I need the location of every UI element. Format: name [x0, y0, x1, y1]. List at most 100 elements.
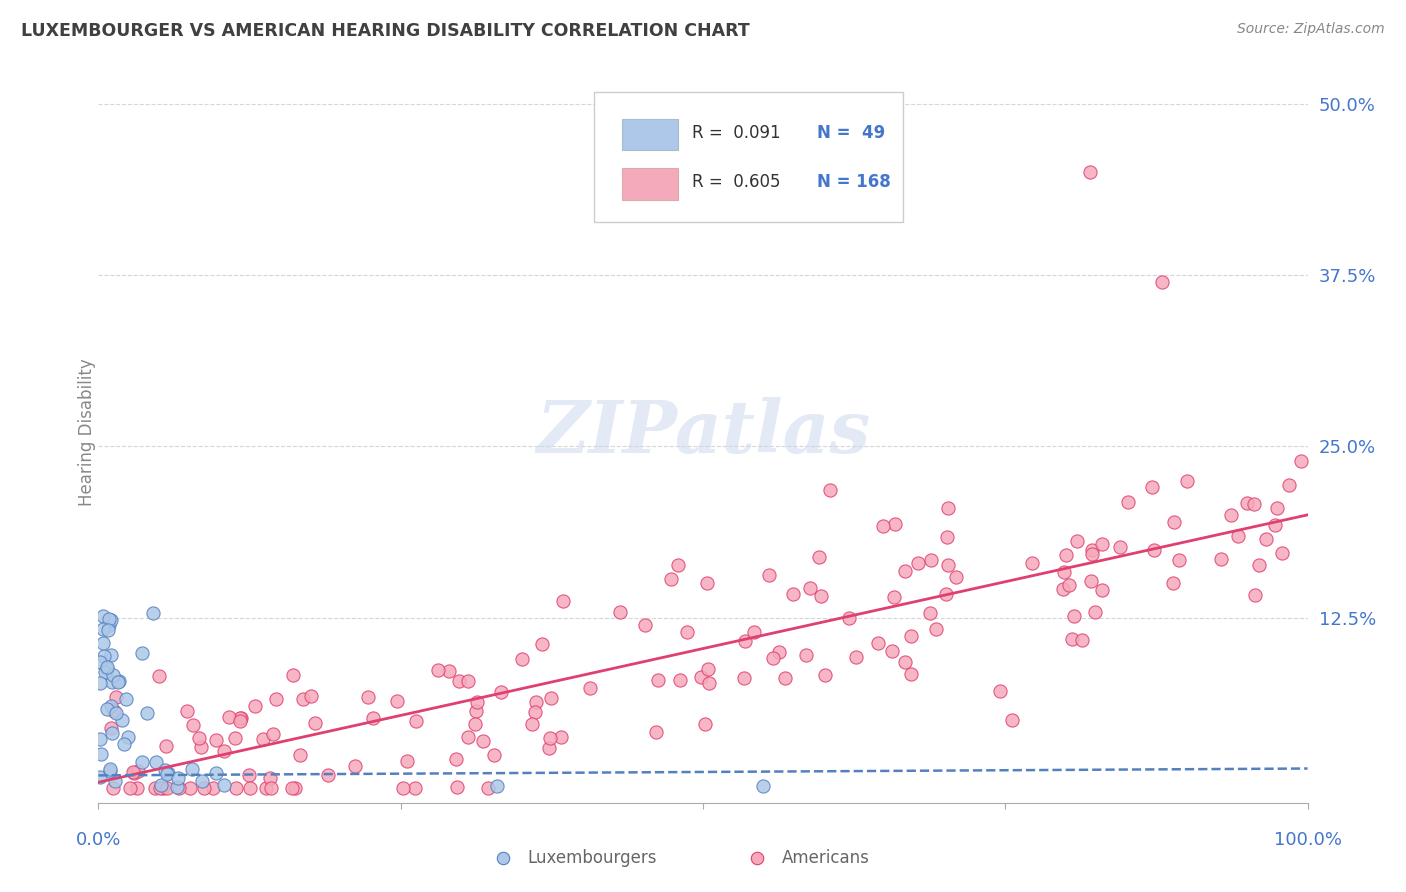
Point [148, 780, 170, 795]
Point [1108, 540, 1130, 554]
Point [489, 685, 512, 699]
Point [1116, 495, 1139, 509]
Point [169, 780, 191, 795]
Point [486, 779, 509, 793]
Point [91, 623, 114, 637]
Point [145, 755, 167, 769]
Point [205, 733, 228, 747]
Point [457, 730, 479, 744]
Point [1091, 583, 1114, 598]
Point [142, 606, 165, 620]
Point [1084, 605, 1107, 619]
Point [1220, 508, 1243, 523]
Point [190, 739, 212, 754]
Point [1278, 477, 1301, 491]
Point [1052, 582, 1074, 597]
Point [1053, 565, 1076, 579]
Point [122, 764, 145, 779]
Point [1001, 713, 1024, 727]
Point [202, 780, 225, 795]
Point [1163, 516, 1185, 530]
Point [281, 668, 304, 682]
Point [1161, 575, 1184, 590]
Point [156, 766, 179, 780]
Point [299, 689, 322, 703]
Point [93, 665, 115, 679]
Point [1243, 588, 1265, 602]
Point [101, 675, 124, 690]
Point [98, 612, 121, 626]
Point [181, 718, 204, 732]
Point [108, 673, 131, 688]
Point [449, 673, 471, 688]
Point [167, 771, 190, 785]
Point [229, 711, 252, 725]
Point [907, 556, 929, 570]
Text: 0.0%: 0.0% [76, 831, 121, 849]
Point [136, 706, 159, 720]
Point [538, 731, 561, 745]
Point [464, 704, 486, 718]
Point [91, 636, 114, 650]
Point [938, 558, 960, 573]
Point [292, 692, 315, 706]
Point [100, 613, 122, 627]
Point [148, 669, 170, 683]
Point [894, 656, 917, 670]
Point [742, 624, 765, 639]
Point [229, 714, 252, 729]
Point [98, 764, 121, 779]
Point [773, 671, 796, 685]
Point [260, 780, 283, 795]
Point [98, 762, 121, 776]
Point [280, 780, 302, 795]
Point [125, 780, 148, 795]
Point [1265, 501, 1288, 516]
Point [644, 725, 666, 739]
Point [243, 699, 266, 714]
Point [111, 713, 134, 727]
Point [343, 759, 366, 773]
Point [179, 780, 201, 795]
Point [107, 675, 129, 690]
Point [768, 645, 790, 659]
Point [89, 655, 111, 669]
Point [1211, 552, 1233, 566]
Point [666, 558, 689, 573]
Point [883, 516, 905, 531]
Point [696, 576, 718, 591]
Point [935, 587, 957, 601]
Point [229, 711, 252, 725]
Point [262, 727, 284, 741]
Point [935, 530, 957, 544]
Point [100, 648, 122, 662]
Point [152, 780, 174, 795]
Text: N =  49: N = 49 [817, 124, 886, 142]
Point [212, 778, 235, 792]
Point [131, 646, 153, 660]
Point [814, 668, 837, 682]
Point [426, 663, 449, 677]
Point [97, 623, 120, 637]
Point [225, 780, 247, 795]
Point [89, 770, 111, 784]
Point [1243, 497, 1265, 511]
Text: Luxembourgers: Luxembourgers [527, 849, 657, 867]
FancyBboxPatch shape [595, 92, 903, 221]
Text: R =  0.091: R = 0.091 [692, 124, 780, 142]
Bar [621, 169, 678, 200]
Point [91, 608, 114, 623]
Point [238, 768, 260, 782]
Point [156, 780, 179, 795]
Point [524, 695, 547, 709]
Point [361, 710, 384, 724]
Point [492, 885, 515, 892]
Point [936, 500, 959, 515]
Point [482, 747, 505, 762]
Point [1289, 454, 1312, 468]
Point [752, 779, 775, 793]
Point [794, 648, 817, 662]
Point [945, 570, 967, 584]
Point [239, 780, 262, 795]
Point [96, 702, 118, 716]
